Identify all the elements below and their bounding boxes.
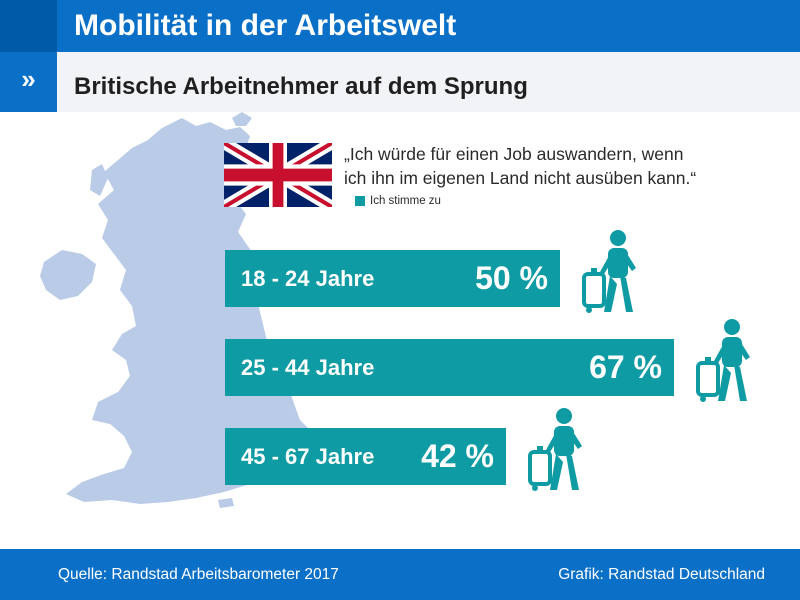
traveler-with-suitcase-icon xyxy=(582,230,636,313)
hebrides-islands-shape xyxy=(90,164,108,196)
bar-18-24: 18 - 24 Jahre 50 % xyxy=(225,250,560,307)
northern-ireland-shape xyxy=(40,250,96,300)
traveler-with-suitcase-icon xyxy=(526,406,586,494)
traveler-with-suitcase-icon xyxy=(696,319,750,402)
bar-category-label: 18 - 24 Jahre xyxy=(241,266,375,291)
subheader-accent-block xyxy=(0,52,57,112)
bar-value-label: 50 % xyxy=(475,260,548,296)
uk-flag-icon xyxy=(224,143,332,207)
traveler-with-suitcase-icon xyxy=(694,317,754,405)
traveler-with-suitcase-icon xyxy=(580,228,640,316)
header-accent-block xyxy=(0,0,57,52)
header-bar xyxy=(0,0,800,52)
bar-category-label: 45 - 67 Jahre xyxy=(241,444,375,469)
bar-category-label: 25 - 44 Jahre xyxy=(241,355,375,380)
double-chevron-icon: » xyxy=(21,64,36,94)
orkney-islands-shape xyxy=(232,112,252,126)
legend-swatch xyxy=(355,196,365,206)
bar-value-label: 67 % xyxy=(589,349,662,385)
bar-45-67: 45 - 67 Jahre 42 % xyxy=(225,428,506,485)
source-note: Quelle: Randstad Arbeitsbarometer 2017 xyxy=(58,566,339,583)
uk-map-silhouette xyxy=(40,112,332,508)
great-britain-shape xyxy=(66,118,332,504)
survey-quote: „Ich würde für einen Job auswandern, wen… xyxy=(344,144,697,188)
page-title: Mobilität in der Arbeitswelt xyxy=(74,9,457,42)
subheader-band xyxy=(57,52,800,112)
bar-value-label: 42 % xyxy=(421,438,494,474)
footer-bar: Quelle: Randstad Arbeitsbarometer 2017 G… xyxy=(0,549,800,600)
traveler-with-suitcase-icon xyxy=(528,408,582,491)
isle-of-wight-shape xyxy=(218,498,234,508)
page-subtitle: Britische Arbeitnehmer auf dem Sprung xyxy=(74,73,528,100)
bar-25-44: 25 - 44 Jahre 67 % xyxy=(225,339,674,396)
graphic-credit: Grafik: Randstad Deutschland xyxy=(558,566,765,583)
legend-label: Ich stimme zu xyxy=(370,195,441,207)
